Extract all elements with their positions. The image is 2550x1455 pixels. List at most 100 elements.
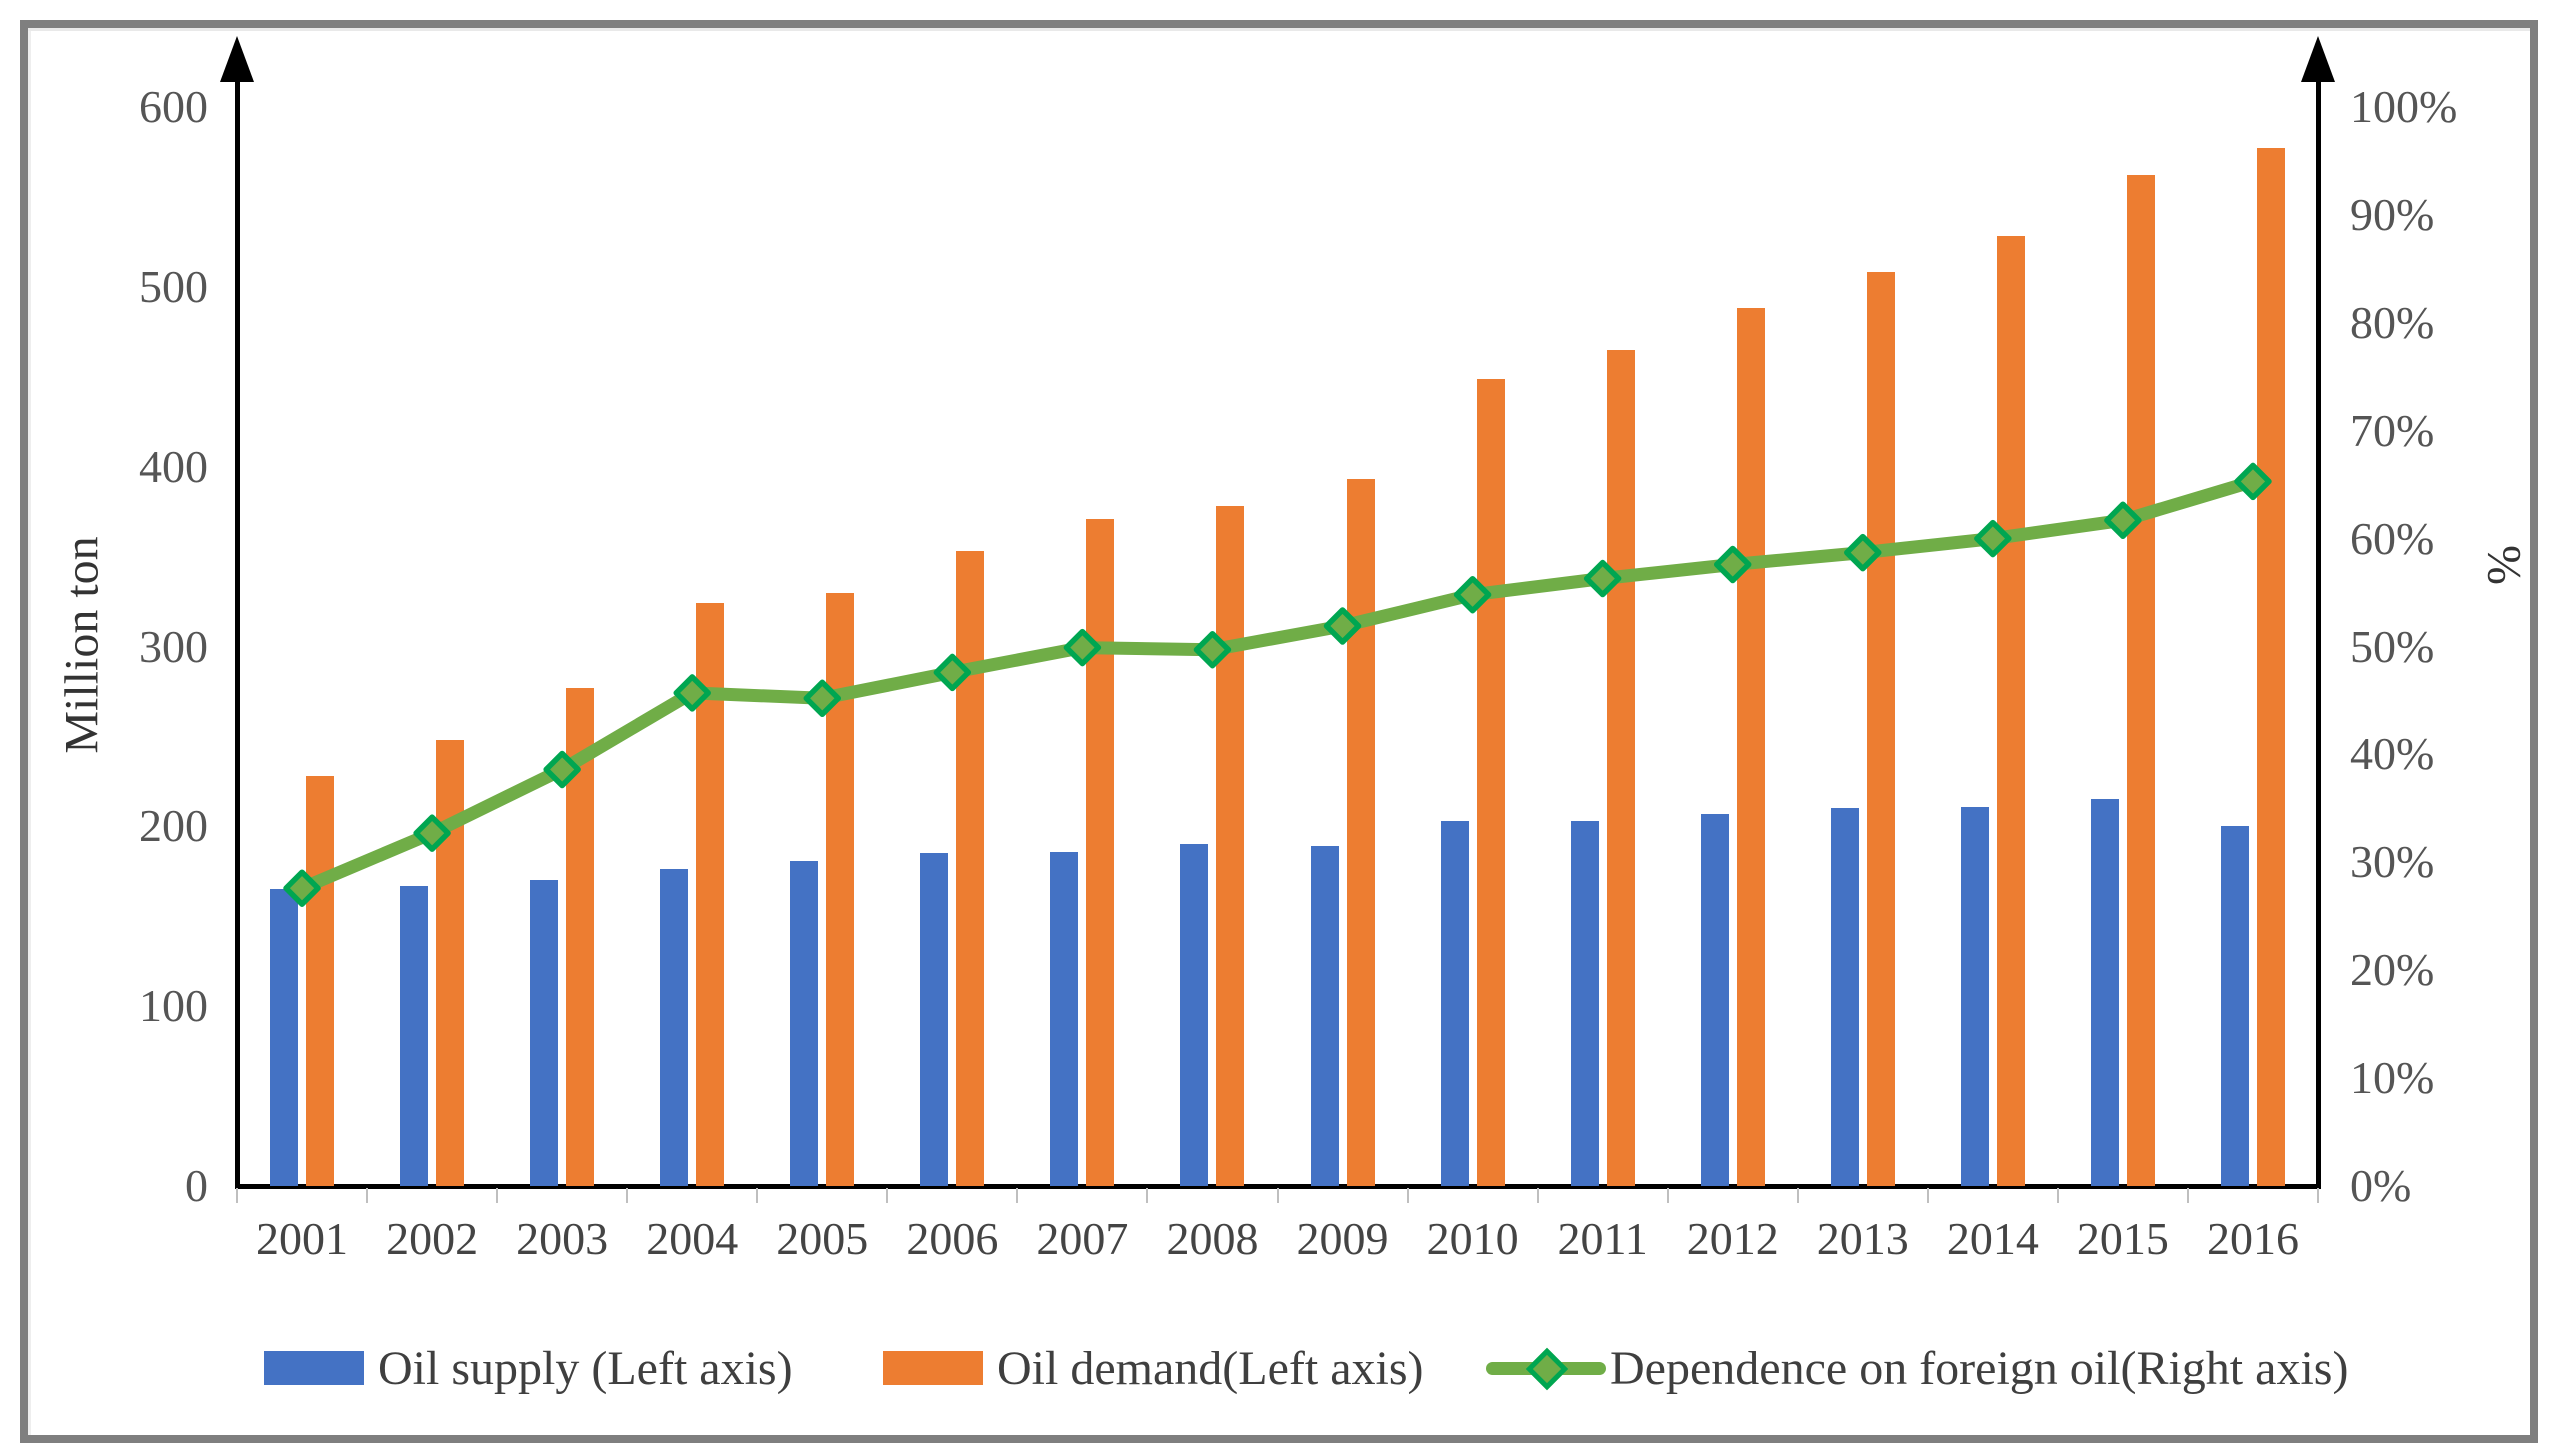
bar-oil-supply-2010 — [1440, 820, 1469, 1186]
x-axis-tick-mark — [1406, 1188, 1409, 1203]
bar-oil-supply-2008 — [1180, 844, 1209, 1186]
right-axis-line — [2316, 80, 2321, 1189]
bar-oil-supply-2003 — [530, 880, 559, 1186]
bar-oil-supply-2016 — [2220, 826, 2249, 1186]
x-axis-line — [235, 1184, 2321, 1189]
x-axis-tick-mark — [496, 1188, 499, 1203]
left-axis-arrow-icon — [220, 36, 254, 82]
dependence-line — [295, 474, 2260, 895]
x-label-2012: 2012 — [1686, 1213, 1779, 1264]
bar-oil-supply-2012 — [1700, 813, 1729, 1186]
dependence-marker-2004 — [673, 674, 711, 712]
x-axis-tick-mark — [1926, 1188, 1929, 1203]
x-label-2007: 2007 — [1036, 1213, 1129, 1264]
bar-oil-supply-2005 — [790, 860, 819, 1186]
bar-oil-demand-2015 — [2126, 175, 2155, 1186]
right-axis-tick-50pct: 50% — [2350, 620, 2435, 672]
x-label-2009: 2009 — [1296, 1213, 1389, 1264]
right-axis-arrow-icon — [2301, 36, 2335, 82]
dependence-marker-2011 — [1583, 559, 1622, 598]
x-label-2006: 2006 — [906, 1213, 999, 1264]
x-label-2002: 2002 — [386, 1213, 479, 1264]
x-label-2004: 2004 — [646, 1213, 739, 1264]
left-axis-tick-500: 500 — [139, 260, 208, 312]
x-axis-tick-mark — [236, 1188, 238, 1203]
dependence-marker-2014 — [1974, 519, 2012, 558]
left-axis-tick-100: 100 — [139, 980, 208, 1032]
bar-oil-supply-2013 — [1830, 808, 1859, 1186]
legend-item-oil-supply: Oil supply (Left axis) — [264, 1338, 793, 1398]
x-axis-tick-mark — [1276, 1188, 1279, 1203]
right-axis-tick-0pct: 0% — [2350, 1160, 2412, 1211]
bar-oil-demand-2016 — [2256, 148, 2285, 1186]
left-axis-tick-400: 400 — [139, 440, 208, 492]
x-label-2005: 2005 — [776, 1213, 869, 1264]
dependence-marker-2010 — [1453, 575, 1492, 614]
right-axis-tick-20pct: 20% — [2350, 944, 2435, 996]
x-label-2015: 2015 — [2076, 1213, 2169, 1264]
left-axis-tick-0: 0 — [185, 1160, 208, 1211]
dependence-marker-2013 — [1844, 533, 1882, 572]
right-axis-tick-70pct: 70% — [2350, 404, 2435, 456]
x-label-2013: 2013 — [1816, 1213, 1909, 1264]
x-axis-tick-mark — [2056, 1188, 2059, 1203]
x-axis-tick-mark — [2317, 1188, 2319, 1203]
right-axis-tick-80pct: 80% — [2350, 296, 2435, 348]
legend-label-dependence: Dependence on foreign oil(Right axis) — [1610, 1341, 2349, 1395]
x-axis-tick-mark — [626, 1188, 629, 1203]
bar-oil-demand-2010 — [1476, 378, 1505, 1186]
left-axis-tick-600: 600 — [139, 81, 208, 132]
legend-item-oil-demand: Oil demand(Left axis) — [883, 1338, 1424, 1398]
bar-oil-demand-2011 — [1606, 349, 1635, 1186]
right-axis-tick-60pct: 60% — [2350, 512, 2435, 564]
bar-oil-supply-2014 — [1960, 806, 1989, 1186]
x-axis-tick-mark — [1146, 1188, 1149, 1203]
left-axis-tick-300: 300 — [139, 620, 208, 672]
bar-oil-demand-2007 — [1086, 518, 1115, 1186]
x-axis-tick-mark — [2186, 1188, 2189, 1203]
x-axis-tick-mark — [366, 1188, 369, 1203]
bar-oil-supply-2002 — [400, 885, 429, 1186]
x-label-2008: 2008 — [1166, 1213, 1259, 1264]
legend-label-oil-demand: Oil demand(Left axis) — [997, 1341, 1424, 1395]
bar-oil-demand-2009 — [1346, 479, 1375, 1186]
x-axis-tick-mark — [1536, 1188, 1539, 1203]
bar-oil-demand-2006 — [956, 551, 985, 1186]
bar-oil-supply-2007 — [1050, 851, 1079, 1186]
right-axis-tick-10pct: 10% — [2350, 1052, 2435, 1104]
x-label-2010: 2010 — [1426, 1213, 1519, 1264]
dependence-marker-2009 — [1323, 607, 1362, 645]
bar-oil-supply-2001 — [270, 889, 299, 1186]
x-label-2014: 2014 — [1946, 1213, 2039, 1264]
oil-demand-swatch-icon — [883, 1351, 983, 1385]
dependence-marker-2001 — [283, 869, 321, 907]
dependence-marker-2007 — [1063, 628, 1102, 667]
x-label-2011: 2011 — [1557, 1213, 1648, 1264]
oil-supply-swatch-icon — [264, 1351, 364, 1385]
x-axis-tick-mark — [756, 1188, 759, 1203]
x-axis-tick-mark — [886, 1188, 889, 1203]
dependence-line-marker-icon — [1486, 1346, 1606, 1391]
bar-oil-supply-2011 — [1570, 820, 1599, 1186]
x-label-2016: 2016 — [2206, 1213, 2299, 1264]
bar-oil-demand-2014 — [1996, 236, 2025, 1186]
right-axis-tick-100pct: 100% — [2350, 81, 2458, 132]
x-axis-tick-mark — [1666, 1188, 1669, 1203]
dependence-marker-2008 — [1193, 630, 1232, 669]
right-axis-tick-90pct: 90% — [2350, 188, 2435, 240]
bar-oil-supply-2015 — [2090, 799, 2119, 1186]
dependence-marker-2016 — [2234, 462, 2272, 501]
bar-oil-demand-2001 — [306, 775, 335, 1186]
left-axis-line — [235, 80, 240, 1189]
bar-oil-demand-2012 — [1736, 308, 1765, 1186]
dependence-marker-2012 — [1713, 545, 1752, 584]
bar-oil-demand-2008 — [1216, 506, 1245, 1186]
dependence-marker-2015 — [2104, 501, 2142, 540]
dependence-marker-2005 — [803, 679, 842, 718]
legend-label-oil-supply: Oil supply (Left axis) — [378, 1341, 793, 1395]
x-axis-tick-mark — [1796, 1188, 1799, 1203]
dependence-marker-2002 — [413, 814, 451, 852]
bar-oil-supply-2004 — [660, 869, 689, 1186]
